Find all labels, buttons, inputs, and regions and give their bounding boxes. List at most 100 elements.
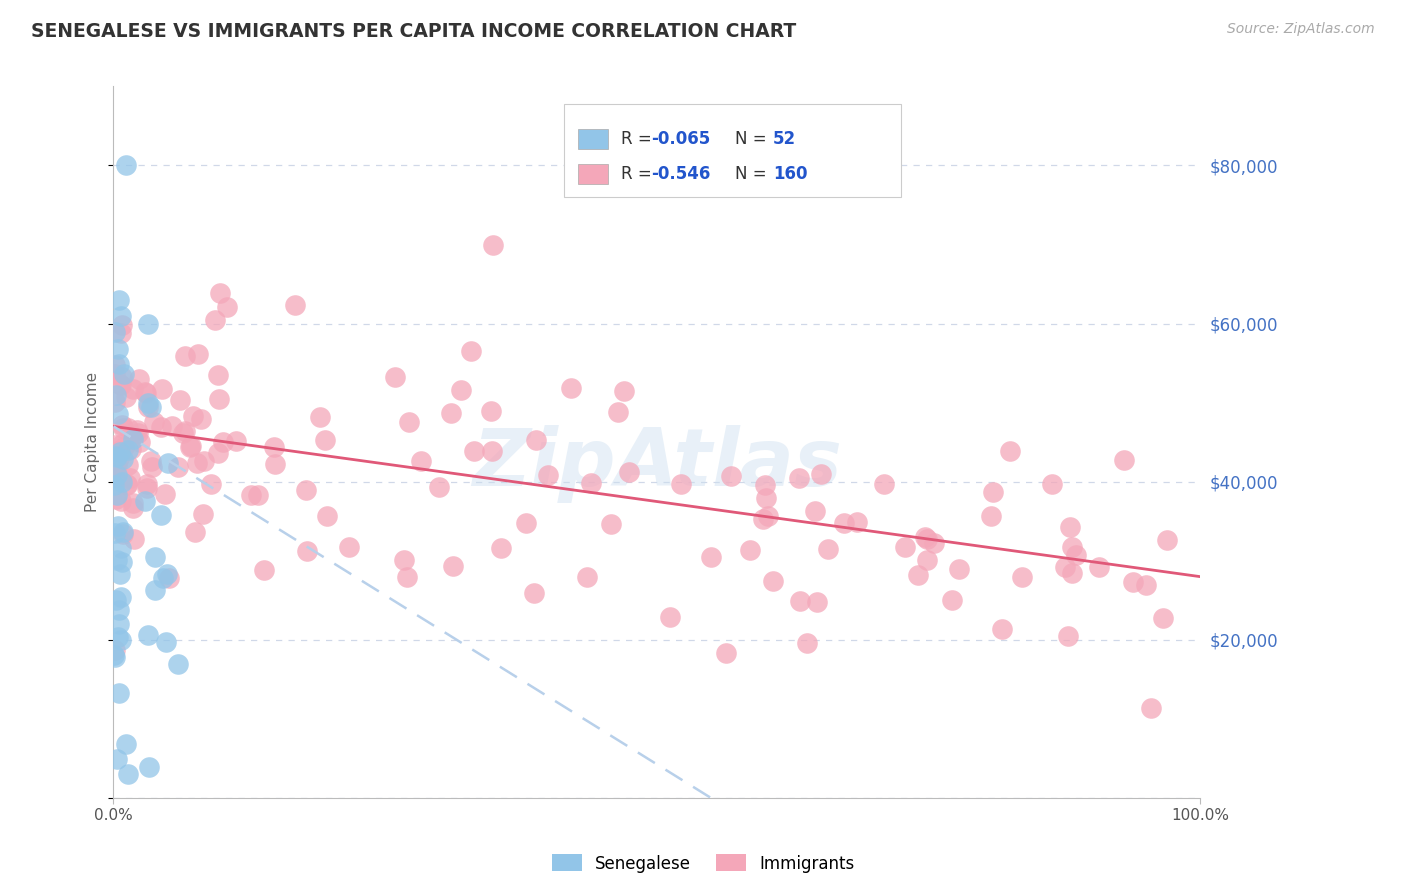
Point [752,512,775,526]
FancyBboxPatch shape [564,104,901,196]
Point [174,349,197,363]
Point [110,326,132,340]
Point [111,526,134,541]
Point [169,393,191,408]
Point [122,382,145,396]
Point [155,635,177,649]
Text: N =: N = [735,164,772,183]
Text: N =: N = [735,130,772,148]
Point [755,491,778,505]
Point [117,442,139,457]
Point [991,622,1014,636]
Point [720,468,742,483]
Point [191,508,214,522]
Point [806,595,828,609]
Point [104,325,127,339]
Point [740,543,762,558]
Point [117,767,139,781]
Point [225,434,247,449]
Point [156,566,179,581]
Point [105,553,128,567]
Point [160,419,183,434]
Point [104,450,127,464]
Point [1088,559,1111,574]
Point [134,384,156,399]
Point [1053,560,1076,574]
Point [427,479,450,493]
Point [187,347,209,361]
Point [117,420,139,434]
Point [1112,453,1135,467]
Point [658,609,681,624]
Point [924,536,946,550]
Text: R =: R = [621,164,657,183]
FancyBboxPatch shape [578,129,607,149]
Point [181,409,204,423]
Point [110,378,132,392]
Point [193,454,215,468]
Point [756,509,779,524]
Point [180,439,202,453]
Point [110,309,132,323]
Point [186,456,208,470]
Point [754,478,776,492]
Point [294,483,316,497]
Point [103,395,125,409]
Point [337,540,360,554]
Point [907,568,929,582]
Point [207,368,229,383]
Point [479,404,502,418]
Point [845,515,868,529]
Text: R =: R = [621,130,657,148]
Point [253,564,276,578]
Point [284,298,307,312]
Point [127,426,149,441]
Point [1152,610,1174,624]
Point [894,540,917,554]
Point [107,343,129,357]
Point [208,285,231,300]
Point [1064,549,1087,563]
Point [980,508,1002,523]
Point [515,516,537,531]
Point [110,633,132,648]
Point [576,570,599,584]
Point [200,477,222,491]
Point [134,493,156,508]
Point [537,467,560,482]
Point [606,405,628,419]
Point [108,444,131,458]
Point [396,570,419,584]
Point [152,571,174,585]
Point [1059,520,1081,534]
Point [117,478,139,492]
Point [103,358,125,372]
Point [117,458,139,472]
Point [810,467,832,481]
Point [110,541,132,555]
Text: 52: 52 [773,130,796,148]
Point [108,293,131,307]
Point [716,646,738,660]
Point [204,313,226,327]
Point [1122,574,1144,589]
Point [107,631,129,645]
Point [135,481,157,495]
Point [460,344,482,359]
Point [139,400,162,414]
Point [107,407,129,421]
Point [108,450,131,465]
Point [207,446,229,460]
Point [103,648,125,662]
Point [157,456,180,470]
Point [112,524,135,539]
Point [143,415,166,429]
Point [138,760,160,774]
Point [174,424,197,438]
Legend: Senegalese, Immigrants: Senegalese, Immigrants [546,847,860,880]
Point [948,562,970,576]
Text: -0.065: -0.065 [651,130,710,148]
FancyBboxPatch shape [578,163,607,184]
Point [112,440,135,454]
Text: Source: ZipAtlas.com: Source: ZipAtlas.com [1227,22,1375,37]
